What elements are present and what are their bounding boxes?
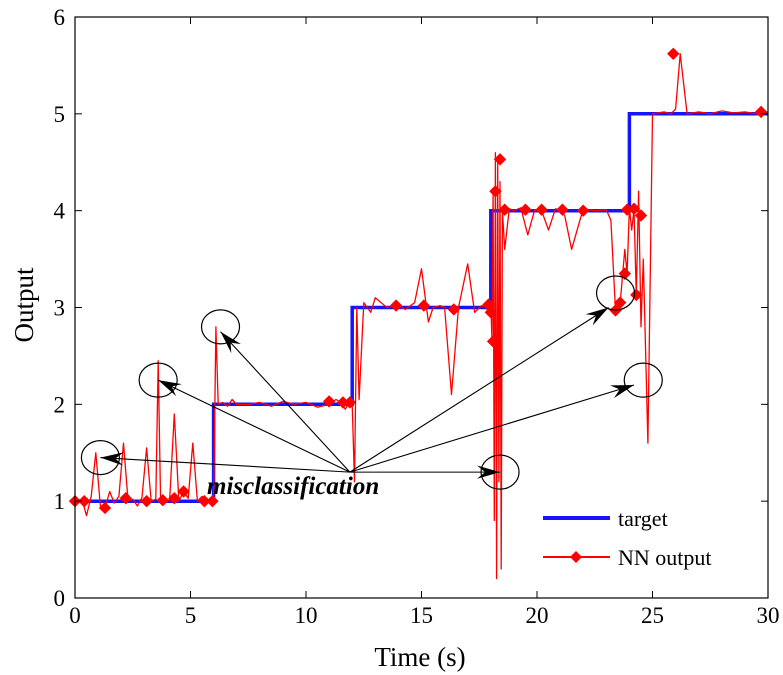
nn-output-marker bbox=[322, 395, 336, 408]
nn-output-marker bbox=[613, 296, 627, 309]
nn-output-marker bbox=[519, 203, 532, 216]
legend-nn-label: NN output bbox=[618, 545, 712, 570]
nn-output-marker bbox=[489, 185, 502, 198]
nn-output-marker bbox=[78, 494, 91, 508]
y-tick-label: 5 bbox=[54, 102, 66, 127]
annotation-label: misclassification bbox=[207, 473, 379, 500]
nn-output-marker bbox=[447, 303, 461, 316]
annotation-layer bbox=[80, 275, 663, 490]
nn-output-marker bbox=[627, 202, 641, 215]
y-tick-label: 4 bbox=[54, 199, 66, 224]
nn-output-marker bbox=[119, 492, 133, 505]
x-tick-label: 15 bbox=[410, 603, 433, 628]
legend-box bbox=[535, 497, 761, 583]
x-tick-label: 10 bbox=[295, 603, 318, 628]
nn-output-marker bbox=[177, 485, 190, 498]
misclassification-ellipse bbox=[138, 362, 178, 398]
axes-layer: 0 5 10 15 20 25 30 0 1 2 3 4 5 6 bbox=[54, 5, 780, 628]
annotation-arrow bbox=[100, 457, 350, 473]
nn-output-marker bbox=[140, 494, 153, 508]
annotation-arrowhead bbox=[610, 384, 635, 399]
misclassification-ellipse bbox=[80, 439, 121, 476]
nn-output-marker bbox=[198, 494, 211, 508]
nn-output-marker bbox=[754, 105, 768, 119]
y-tick-label: 2 bbox=[54, 392, 66, 417]
nn-output-marker bbox=[630, 288, 643, 302]
nn-output-marker bbox=[493, 153, 507, 166]
x-tick-label: 5 bbox=[185, 603, 197, 628]
nn-output-marker bbox=[576, 204, 590, 217]
y-tick-label: 0 bbox=[54, 586, 66, 611]
annotation-arrowhead bbox=[158, 380, 182, 397]
legend: target NN output bbox=[535, 497, 761, 583]
nn-output-marker bbox=[667, 47, 680, 61]
nn-output-marker bbox=[417, 299, 431, 312]
annotation-arrowhead bbox=[220, 331, 242, 354]
nn-output-marker bbox=[389, 299, 403, 312]
y-tick-label: 1 bbox=[54, 489, 66, 514]
annotation-arrow bbox=[349, 307, 609, 473]
nn-output-marker bbox=[634, 209, 648, 222]
annotation-arrow bbox=[157, 379, 351, 473]
nn-output-marker bbox=[486, 335, 500, 348]
x-axis-label: Time (s) bbox=[374, 642, 465, 672]
y-tick-label: 3 bbox=[54, 296, 66, 321]
annotation-arrow bbox=[220, 331, 351, 473]
annotation-arrowhead bbox=[585, 307, 609, 326]
nn-output-marker bbox=[498, 203, 511, 216]
nn-output-marker bbox=[556, 203, 569, 216]
nn-output-marker bbox=[535, 203, 548, 216]
annotation-arrowhead bbox=[100, 452, 124, 466]
x-tick-label: 30 bbox=[757, 603, 780, 628]
y-tick-label: 6 bbox=[54, 5, 66, 30]
x-tick-label: 25 bbox=[641, 603, 664, 628]
nn-output-marker bbox=[343, 396, 357, 409]
x-tick-label: 0 bbox=[69, 603, 81, 628]
misclassification-ellipse bbox=[595, 275, 636, 311]
nn-output-marker bbox=[484, 306, 498, 319]
misclassification-ellipse bbox=[623, 362, 663, 398]
legend-target-label: target bbox=[618, 506, 668, 531]
x-tick-label: 20 bbox=[526, 603, 549, 628]
annotation-arrow bbox=[349, 384, 635, 473]
y-axis-label: Output bbox=[9, 267, 39, 343]
nn-output-marker bbox=[168, 492, 181, 505]
annotation-arrowhead bbox=[476, 465, 501, 479]
misclassification-ellipse bbox=[200, 309, 241, 345]
nn-output-marker bbox=[98, 501, 112, 515]
nn-output-marker bbox=[206, 494, 219, 508]
legend-nn-marker bbox=[570, 551, 582, 563]
nn-output-marker bbox=[156, 493, 169, 507]
